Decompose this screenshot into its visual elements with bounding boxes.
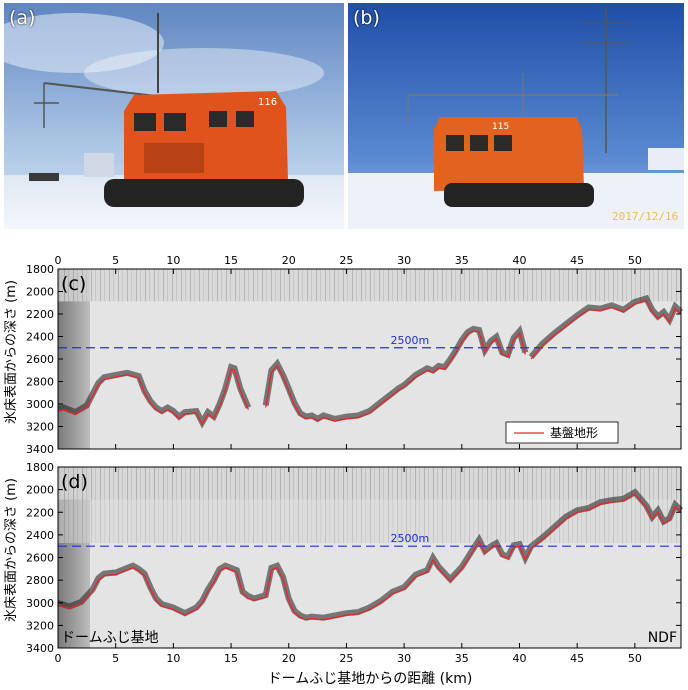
reference-line-label: 2500m [391, 532, 430, 545]
vehicle-number-b: 115 [492, 122, 509, 132]
y-tick-label: 2600 [26, 353, 54, 366]
annotation-ndf: NDF [648, 630, 677, 646]
y-tick-label: 2000 [26, 286, 54, 299]
antenna-array [407, 8, 630, 153]
bed-reflection-band [262, 324, 529, 423]
radargram-surface-layers [58, 269, 681, 302]
x-tick-label: 45 [570, 254, 584, 267]
y-tick-label: 2200 [26, 308, 54, 321]
y-tick-label: 2600 [26, 552, 54, 565]
y-tick-label: 1800 [26, 461, 54, 474]
y-tick-label: 3000 [26, 398, 54, 411]
x-tick-label: 10 [166, 254, 180, 267]
x-tick-label: 5 [112, 254, 119, 267]
panel-label: (c) [61, 273, 86, 295]
x-tick-label: 5 [112, 652, 119, 665]
radar-panel-c: 2500m 1800 2000 2200 2400 2600 2800 3000 3200 340… [26, 254, 684, 456]
date-stamp: 2017/12/16 [612, 210, 679, 223]
y-tick-label: 2200 [26, 506, 54, 519]
x-tick-label: 30 [397, 652, 411, 665]
bedrock-line [265, 330, 526, 422]
radar-panel-d: 2500m 1800 2000 2200 2400 2600 2800 3000 3200 340… [26, 461, 684, 665]
y-tick-label: 2800 [26, 574, 54, 587]
x-tick-label: 45 [570, 652, 584, 665]
y-tick-label: 3200 [26, 619, 54, 632]
snow-vehicle: 116 [34, 13, 304, 207]
x-tick-label: 50 [628, 652, 642, 665]
x-tick-label: 25 [339, 652, 353, 665]
y-tick-label: 3000 [26, 597, 54, 610]
x-tick-label: 15 [224, 652, 238, 665]
y-tick-label: 2400 [26, 331, 54, 344]
legend-label: 基盤地形 [550, 426, 598, 440]
photo-b: 115 (b) 2017/12/16 [348, 3, 684, 229]
x-tick-label: 15 [224, 254, 238, 267]
photo-a: 116 (a) [4, 3, 344, 229]
y-tick-label: 2400 [26, 529, 54, 542]
photo-label-a: (a) [9, 7, 36, 29]
x-tick-label: 35 [455, 652, 469, 665]
y-axis-label-d: 氷床表面からの深さ (m) [4, 478, 19, 622]
vehicle-photo-a: 116 [4, 3, 344, 229]
snow-vehicle: 115 [434, 117, 594, 207]
x-tick-label: 0 [55, 652, 62, 665]
y-tick-label: 2000 [26, 484, 54, 497]
x-tick-label: 35 [455, 254, 469, 267]
bed-reflection-band [528, 294, 684, 359]
legend-box [505, 421, 619, 444]
x-tick-label: 25 [339, 254, 353, 267]
x-tick-label: 20 [282, 652, 296, 665]
y-tick-label: 3400 [26, 642, 54, 655]
bedrock-line [57, 368, 249, 426]
bedrock-line [530, 299, 682, 360]
x-tick-label: 50 [628, 254, 642, 267]
x-axis-label: ドームふじ基地からの距離 (km) [268, 670, 473, 687]
vehicle-photo-b: 115 [348, 3, 684, 229]
bedrock-line [57, 493, 682, 621]
bed-reflection-band [57, 363, 252, 429]
radargram-internal-layers [58, 467, 681, 544]
bed-reflection-band [57, 488, 684, 621]
y-tick-label: 3400 [26, 443, 54, 456]
y-tick-label: 3200 [26, 421, 54, 434]
radar-charts: 2500m18002000220024002600280030003200340… [4, 254, 684, 687]
x-tick-label: 40 [512, 652, 526, 665]
x-tick-label: 10 [166, 652, 180, 665]
reference-line-label: 2500m [391, 334, 430, 347]
y-tick-label: 1800 [26, 263, 54, 276]
y-tick-label: 2800 [26, 376, 54, 389]
x-tick-label: 20 [282, 254, 296, 267]
x-tick-label: 30 [397, 254, 411, 267]
vehicle-number-a: 116 [258, 97, 277, 108]
panel-label: (d) [61, 471, 88, 493]
x-tick-label: 0 [55, 254, 62, 267]
photo-label-b: (b) [353, 7, 380, 29]
x-tick-label: 40 [512, 254, 526, 267]
y-axis-label-c: 氷床表面からの深さ (m) [4, 280, 19, 424]
annotation-dome-fuji: ドームふじ基地 [61, 629, 159, 646]
